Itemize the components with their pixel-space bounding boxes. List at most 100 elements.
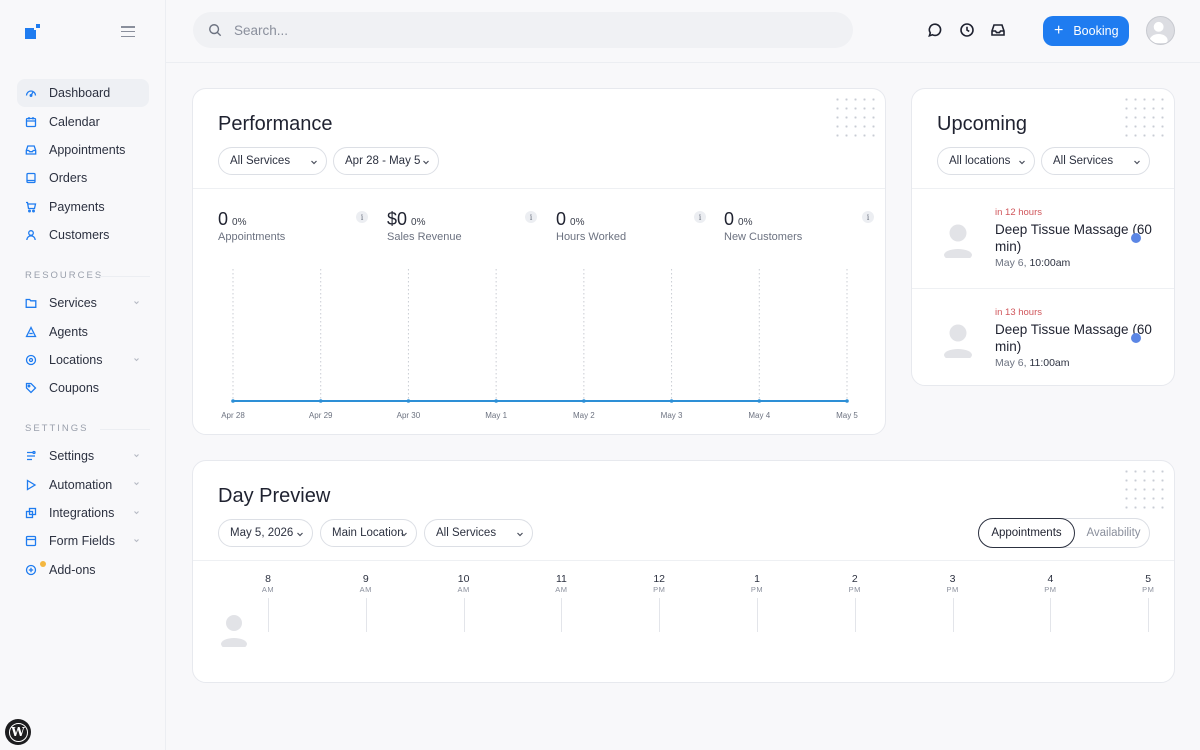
chart-x-tick-label: Apr 28 <box>221 411 245 420</box>
sidebar-item-add-ons[interactable]: Add-ons <box>17 556 149 584</box>
sidebar-item-integrations[interactable]: Integrations <box>17 499 149 527</box>
sidebar-item-form-fields[interactable]: Form Fields <box>17 527 149 555</box>
info-icon[interactable]: i <box>862 211 874 223</box>
select-value: All Services <box>436 527 497 539</box>
inbox-icon[interactable] <box>990 22 1006 38</box>
sidebar: Dashboard Calendar Appointments Orders Payme… <box>0 0 166 750</box>
chart-point[interactable] <box>318 399 323 403</box>
menu-toggle-icon[interactable] <box>121 26 135 38</box>
day-preview-service-select[interactable]: All Services <box>424 519 533 547</box>
timeline-hour-label: 1 PM <box>742 573 772 594</box>
sidebar-item-dashboard[interactable]: Dashboard <box>17 79 149 108</box>
timeline-hour-line <box>952 598 954 632</box>
info-icon[interactable]: i <box>694 211 706 223</box>
chart-point[interactable] <box>231 399 235 403</box>
upcoming-location-select[interactable]: All locations <box>937 147 1035 175</box>
calendar-icon <box>25 116 37 128</box>
appointments-toggle-option[interactable]: Appointments <box>978 518 1075 548</box>
sidebar-item-coupons[interactable]: Coupons <box>17 374 149 402</box>
info-icon[interactable]: i <box>525 211 537 223</box>
sidebar-item-services[interactable]: Services <box>17 289 149 317</box>
chart-x-tick-label: May 5 <box>836 411 858 420</box>
performance-service-select[interactable]: All Services <box>218 147 327 175</box>
day-preview-card: Day Preview May 5, 2026 Main Location Al… <box>192 460 1175 683</box>
sidebar-item-orders[interactable]: Orders <box>17 164 149 192</box>
info-icon[interactable]: i <box>356 211 368 223</box>
avatar-silhouette-icon <box>1149 21 1168 44</box>
chart-x-tick-label: May 3 <box>661 411 683 420</box>
search-input[interactable] <box>234 12 834 48</box>
upcoming-service-select[interactable]: All Services <box>1041 147 1150 175</box>
appointment-time: 11:00am <box>1029 357 1070 369</box>
sidebar-item-appointments[interactable]: Appointments <box>17 136 149 164</box>
chevron-down-icon <box>1134 160 1140 165</box>
sidebar-item-settings[interactable]: Settings <box>17 442 149 470</box>
chat-icon[interactable] <box>927 22 943 38</box>
performance-chart-svg: Apr 28 Apr 29 Apr 30 May 1 May 2 May 3 May 4 Ma… <box>221 269 858 420</box>
hour-number: 2 <box>851 573 858 585</box>
stat-label: New Customers <box>724 231 803 243</box>
stat-hours-worked: 0 0% Hours Worked i <box>556 209 706 243</box>
search-bar <box>193 12 853 48</box>
cart-icon <box>25 201 37 213</box>
sidebar-item-locations[interactable]: Locations <box>17 346 149 374</box>
timeline-hour-label: 11 AM <box>546 573 576 594</box>
timeline-hour-line <box>659 598 661 632</box>
chevron-down-icon <box>134 539 139 543</box>
user-icon <box>25 229 37 241</box>
stat-appointments: 0 0% Appointments i <box>218 209 368 243</box>
hour-number: 11 <box>555 573 567 585</box>
search-icon <box>209 24 222 37</box>
new-booking-button[interactable]: + Booking <box>1043 16 1129 46</box>
wordpress-icon[interactable]: W <box>5 719 31 745</box>
hour-number: 3 <box>949 573 956 585</box>
chevron-down-icon <box>311 160 317 165</box>
chart-point[interactable] <box>845 399 849 403</box>
sidebar-item-label: Payments <box>49 199 105 214</box>
gear-icon <box>25 450 37 462</box>
book-icon <box>25 172 37 184</box>
day-preview-date-select[interactable]: May 5, 2026 <box>218 519 313 547</box>
appointment-eta: in 13 hours <box>995 307 1043 318</box>
hour-number: 5 <box>1145 573 1152 585</box>
chart-point[interactable] <box>494 399 498 403</box>
app-logo[interactable] <box>25 22 42 39</box>
card-divider <box>912 188 1174 189</box>
customer-avatar-icon <box>944 324 972 358</box>
timeline-hour-label: 2 PM <box>840 573 870 594</box>
hour-meridiem: PM <box>1044 585 1057 594</box>
performance-date-range-select[interactable]: Apr 28 - May 5 <box>333 147 439 175</box>
select-value: All Services <box>1053 155 1114 167</box>
stat-value: $0 <box>387 209 408 229</box>
chart-point[interactable] <box>669 399 674 403</box>
upcoming-appointment[interactable]: in 13 hours Deep Tissue Massage (60 min) M… <box>912 288 1174 385</box>
appointment-day: May 6, <box>995 357 1027 369</box>
sidebar-item-customers[interactable]: Customers <box>17 221 149 249</box>
new-indicator-dot <box>40 560 46 567</box>
sidebar-item-payments[interactable]: Payments <box>17 193 149 221</box>
performance-title: Performance <box>218 113 333 135</box>
user-avatar[interactable] <box>1146 16 1175 45</box>
sidebar-item-label: Form Fields <box>49 534 115 549</box>
appointment-service: Deep Tissue Massage (60 min) <box>995 222 1152 254</box>
stat-change: 0% <box>411 217 426 228</box>
chart-point[interactable] <box>582 399 586 403</box>
folder-icon <box>25 297 37 309</box>
sidebar-item-label: Orders <box>49 171 88 186</box>
hour-meridiem: AM <box>555 585 568 594</box>
hour-meridiem: AM <box>261 585 275 594</box>
sidebar-item-automation[interactable]: Automation <box>17 470 149 498</box>
sidebar-item-calendar[interactable]: Calendar <box>17 107 149 135</box>
chart-point[interactable] <box>406 399 411 403</box>
chart-point[interactable] <box>757 399 762 403</box>
day-preview-location-select[interactable]: Main Location <box>320 519 417 547</box>
resources-section-label: RESOURCES <box>25 270 104 281</box>
sidebar-item-label: Integrations <box>49 505 115 520</box>
stat-sales-revenue: $0 0% Sales Revenue i <box>387 209 537 243</box>
sidebar-item-agents[interactable]: Agents <box>17 317 149 345</box>
topbar-divider <box>166 62 1200 63</box>
upcoming-appointment[interactable]: in 12 hours Deep Tissue Massage (60 min) M… <box>912 189 1174 287</box>
stat-value: 0 <box>556 209 567 229</box>
clock-icon[interactable] <box>959 22 975 38</box>
availability-toggle-option[interactable]: Availability <box>1086 527 1141 539</box>
